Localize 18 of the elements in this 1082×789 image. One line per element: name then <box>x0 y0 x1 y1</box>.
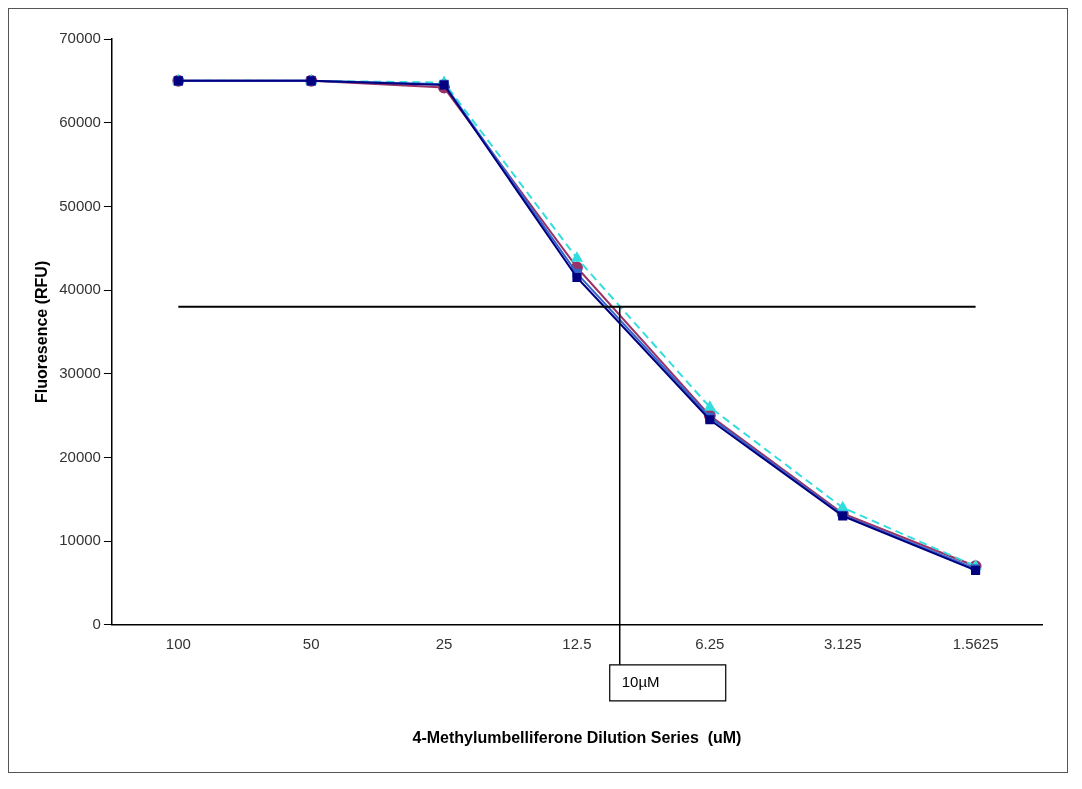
ref-line-label: 10µM <box>621 672 660 690</box>
y-tick-label: 30000 <box>59 363 101 381</box>
x-tick-label: 3.125 <box>823 634 862 652</box>
y-axis-title: Fluoresence (RFU) <box>33 260 51 404</box>
x-tick-label: 6.25 <box>695 634 725 652</box>
x-tick-label: 12.5 <box>562 634 592 652</box>
y-tick-label: 10000 <box>59 531 101 549</box>
x-axis-title: 4-Methylumbelliferone Dilution Series (uM) <box>412 728 742 746</box>
y-tick-label: 40000 <box>59 280 101 298</box>
x-tick-label: 25 <box>435 634 453 652</box>
x-tick-label: 1.5625 <box>952 634 999 652</box>
y-tick-label: 20000 <box>59 447 101 465</box>
y-tick-label: 60000 <box>59 112 101 130</box>
y-tick-label: 70000 <box>59 29 101 47</box>
y-tick-label: 50000 <box>59 196 101 214</box>
x-tick-label: 100 <box>165 634 191 652</box>
x-tick-label: 50 <box>302 634 320 652</box>
y-tick-label: 0 <box>92 614 101 632</box>
